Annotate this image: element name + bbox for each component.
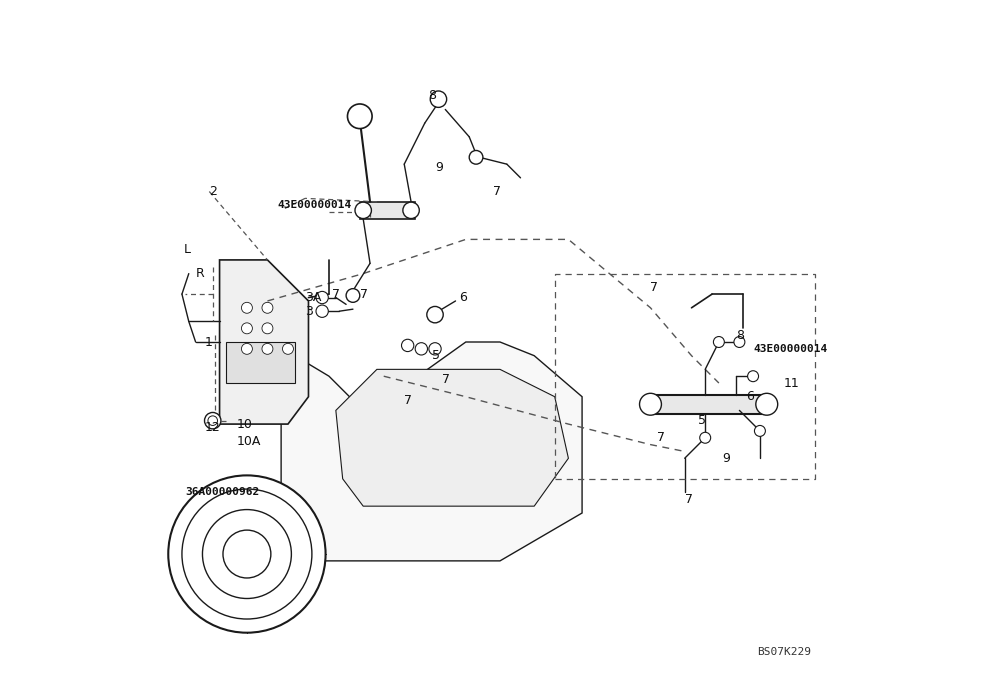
- Circle shape: [355, 202, 371, 219]
- Text: 7: 7: [404, 393, 412, 407]
- Circle shape: [262, 343, 273, 354]
- Circle shape: [316, 305, 328, 317]
- Text: 7: 7: [493, 185, 501, 198]
- Text: 6: 6: [459, 291, 467, 304]
- Bar: [360, 202, 415, 219]
- Circle shape: [241, 323, 252, 334]
- Text: 7: 7: [332, 287, 340, 301]
- Circle shape: [430, 91, 447, 107]
- Circle shape: [713, 337, 724, 347]
- Polygon shape: [336, 369, 568, 506]
- Circle shape: [262, 302, 273, 313]
- Text: 36A00000962: 36A00000962: [185, 488, 260, 497]
- Circle shape: [347, 104, 372, 129]
- Circle shape: [241, 302, 252, 313]
- Bar: [226, 342, 295, 383]
- Circle shape: [182, 489, 312, 619]
- Circle shape: [346, 289, 360, 302]
- Circle shape: [403, 202, 419, 219]
- Text: 7: 7: [657, 431, 665, 445]
- Circle shape: [415, 343, 427, 355]
- Text: 43E00000014: 43E00000014: [753, 344, 827, 354]
- Text: 2: 2: [209, 185, 217, 198]
- Circle shape: [469, 150, 483, 164]
- Circle shape: [241, 343, 252, 354]
- Text: 11: 11: [784, 376, 800, 390]
- Circle shape: [402, 339, 414, 352]
- Circle shape: [756, 393, 778, 415]
- Polygon shape: [281, 342, 582, 561]
- Polygon shape: [220, 260, 308, 424]
- Circle shape: [262, 323, 273, 334]
- Circle shape: [202, 510, 291, 598]
- Circle shape: [429, 343, 441, 355]
- Text: 8: 8: [736, 328, 744, 342]
- Circle shape: [700, 432, 711, 443]
- Circle shape: [208, 416, 218, 425]
- Circle shape: [223, 530, 271, 578]
- Circle shape: [282, 343, 293, 354]
- Text: 6: 6: [746, 390, 754, 404]
- Text: 7: 7: [650, 280, 658, 294]
- Text: R: R: [196, 267, 204, 280]
- Circle shape: [316, 291, 328, 304]
- Circle shape: [748, 371, 759, 382]
- Text: L: L: [183, 243, 190, 256]
- Circle shape: [734, 337, 745, 347]
- Circle shape: [427, 306, 443, 323]
- Text: 9: 9: [435, 161, 443, 174]
- Text: 12: 12: [205, 421, 220, 434]
- Text: 10: 10: [237, 417, 253, 431]
- Text: 8: 8: [428, 89, 436, 103]
- Text: BS07K229: BS07K229: [757, 646, 811, 657]
- Text: 3A: 3A: [305, 291, 321, 304]
- Text: 3: 3: [305, 304, 313, 318]
- Text: 10A: 10A: [237, 434, 261, 448]
- Text: 1: 1: [205, 335, 212, 349]
- Circle shape: [168, 475, 326, 633]
- Text: 9: 9: [722, 451, 730, 465]
- Text: 43E00000014: 43E00000014: [278, 200, 352, 210]
- Text: 7: 7: [442, 373, 450, 386]
- Text: 7: 7: [360, 287, 368, 301]
- Text: 7: 7: [685, 492, 693, 506]
- Text: 5: 5: [698, 414, 706, 428]
- Circle shape: [640, 393, 661, 415]
- Circle shape: [205, 412, 221, 429]
- Text: 5: 5: [432, 349, 440, 363]
- Circle shape: [754, 425, 765, 436]
- Bar: [650, 395, 767, 414]
